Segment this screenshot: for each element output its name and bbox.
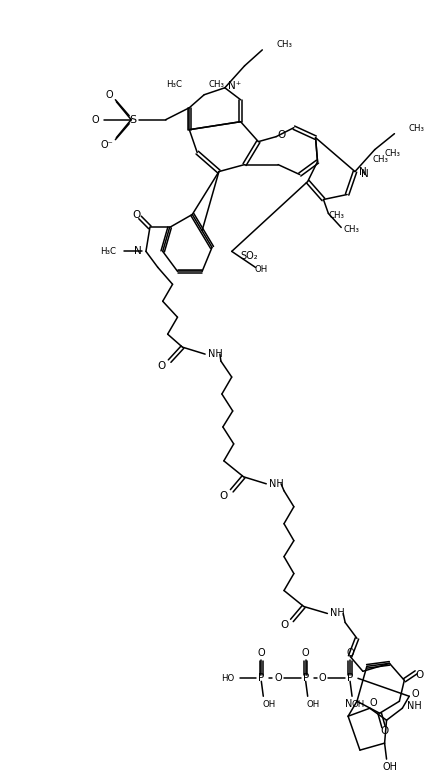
Text: P: P (302, 673, 308, 683)
Text: NH: NH (406, 701, 420, 711)
Text: CH₃: CH₃ (372, 155, 388, 164)
Text: O: O (279, 621, 288, 631)
Text: OH: OH (262, 700, 275, 709)
Text: P: P (346, 673, 352, 683)
Text: NH: NH (268, 478, 283, 489)
Text: SO₂: SO₂ (240, 251, 258, 261)
Text: N: N (345, 700, 352, 710)
Text: NH: NH (207, 349, 222, 359)
Text: OH: OH (306, 700, 320, 709)
Text: O: O (369, 698, 377, 708)
Text: CH₃: CH₃ (328, 211, 344, 220)
Text: O: O (92, 114, 99, 124)
Text: CH₃: CH₃ (384, 149, 400, 158)
Text: HO: HO (221, 674, 234, 683)
Text: OH: OH (254, 265, 268, 274)
Text: O: O (273, 673, 281, 683)
Text: CH₃: CH₃ (343, 225, 358, 234)
Text: S: S (129, 114, 136, 124)
Text: CH₃: CH₃ (207, 80, 224, 90)
Text: N: N (360, 169, 368, 179)
Text: P: P (258, 673, 264, 683)
Text: O: O (257, 649, 265, 659)
Text: O: O (276, 130, 285, 140)
Text: N: N (134, 247, 141, 257)
Text: H₃C: H₃C (100, 247, 116, 256)
Text: N: N (358, 166, 366, 176)
Text: CH₃: CH₃ (407, 124, 423, 133)
Text: O: O (132, 210, 140, 220)
Text: H₃C: H₃C (166, 80, 182, 90)
Text: O: O (318, 673, 325, 683)
Text: O: O (414, 670, 422, 680)
Text: OH: OH (351, 700, 364, 709)
Text: O: O (105, 90, 113, 100)
Text: NH: NH (329, 608, 344, 618)
Text: O: O (301, 649, 309, 659)
Text: O: O (345, 649, 353, 659)
Text: N⁺: N⁺ (227, 81, 241, 90)
Text: O⁻: O⁻ (100, 140, 112, 150)
Text: O: O (157, 361, 165, 371)
Text: O: O (219, 491, 227, 501)
Text: OH: OH (381, 762, 396, 772)
Text: O: O (410, 690, 418, 700)
Text: O: O (380, 726, 388, 736)
Text: CH₃: CH₃ (276, 40, 291, 49)
